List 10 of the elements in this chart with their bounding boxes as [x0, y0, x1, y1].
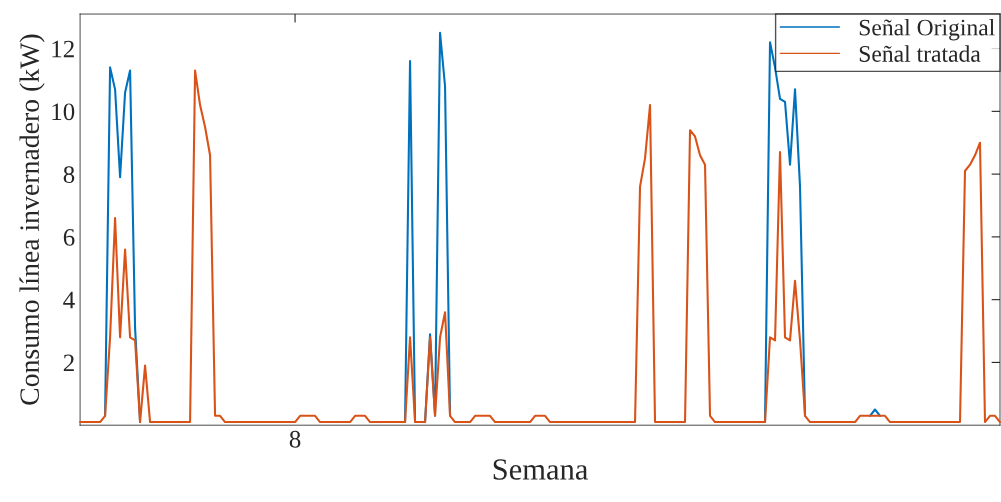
y-tick-label: 12 [52, 40, 74, 58]
y-tick-label: 4 [63, 291, 75, 309]
legend-label: Señal tratada [859, 45, 981, 62]
y-tick-label: 10 [52, 103, 75, 121]
y-tick-label: 8 [63, 166, 75, 184]
y-axis-title: Consumo línea invernadero (kW) [19, 34, 45, 405]
x-axis-title: Semana [493, 459, 588, 480]
y-tick-label: 2 [63, 354, 74, 372]
legend-label: Señal Original [859, 18, 995, 41]
y-tick-label: 6 [63, 229, 75, 246]
